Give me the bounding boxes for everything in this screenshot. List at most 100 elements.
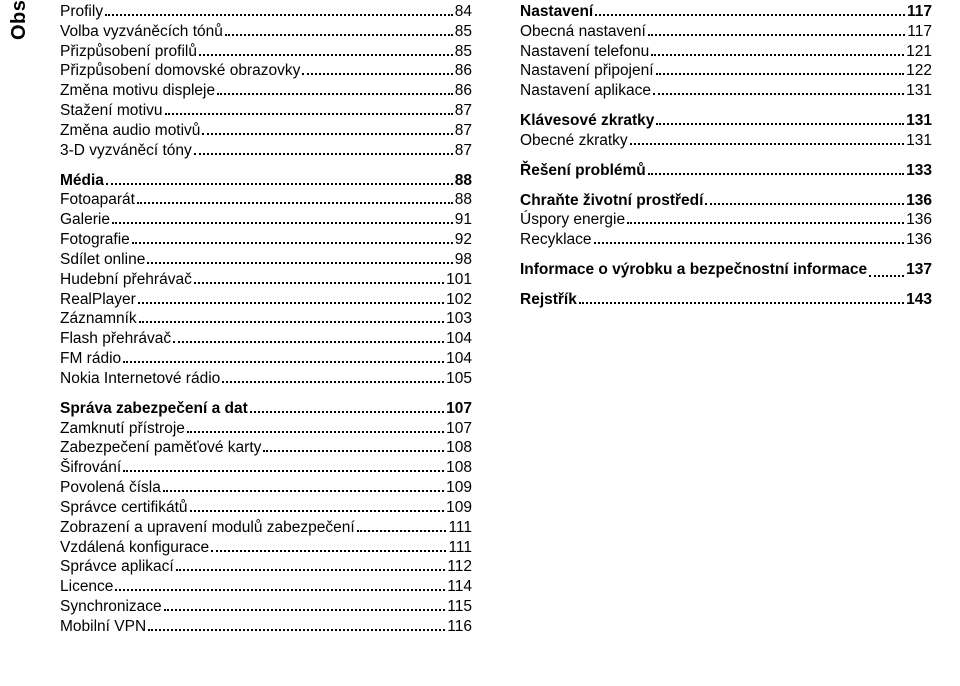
toc-entry-label: Mobilní VPN	[60, 617, 146, 637]
dot-leader	[357, 530, 447, 532]
toc-entry-row: Fotoaparát88	[60, 190, 472, 210]
toc-entry-row: Správce aplikací112	[60, 557, 472, 577]
toc-entry-row: Licence114	[60, 577, 472, 597]
toc-entry-page: 86	[455, 61, 472, 81]
dot-leader	[176, 569, 446, 571]
dot-leader	[139, 321, 444, 323]
dot-leader	[627, 222, 904, 224]
dot-leader	[106, 183, 453, 185]
dot-leader	[123, 361, 444, 363]
toc-section-row: Chraňte životní prostředí136	[520, 191, 932, 211]
toc-entry-label: Obecné zkratky	[520, 131, 628, 151]
toc-entry-row: Zabezpečení paměťové karty 108	[60, 438, 472, 458]
dot-leader	[148, 629, 445, 631]
toc-entry-label: Přizpůsobení domovské obrazovky	[60, 61, 300, 81]
toc-entry-label: Nastavení připojení	[520, 61, 654, 81]
dot-leader	[217, 93, 453, 95]
dot-leader	[147, 262, 452, 264]
dot-leader	[250, 411, 444, 413]
dot-leader	[105, 14, 453, 16]
dot-leader	[194, 282, 444, 284]
dot-leader	[173, 341, 444, 343]
toc-entry-row: Přizpůsobení profilů85	[60, 42, 472, 62]
toc-entry-row: Přizpůsobení domovské obrazovky 86	[60, 61, 472, 81]
toc-entry-label: Fotoaparát	[60, 190, 135, 210]
dot-leader	[211, 550, 446, 552]
toc-page: Obsah Profily84Volba vyzváněcích tónů85P…	[0, 0, 960, 637]
toc-entry-row: Volba vyzváněcích tónů85	[60, 22, 472, 42]
dot-leader	[705, 203, 904, 205]
toc-entry-row: Povolená čísla109	[60, 478, 472, 498]
toc-entry-label: RealPlayer	[60, 290, 136, 310]
toc-entry-page: 102	[446, 290, 472, 310]
toc-entry-page: 92	[455, 230, 472, 250]
toc-entry-row: Nastavení telefonu121	[520, 42, 932, 62]
toc-section-row: Řešení problémů133	[520, 161, 932, 181]
toc-entry-label: Šifrování	[60, 458, 121, 478]
toc-entry-page: 108	[446, 438, 472, 458]
toc-section-row: Nastavení117	[520, 2, 932, 22]
toc-entry-page: 136	[906, 191, 932, 211]
toc-entry-row: Správce certifikátů 109	[60, 498, 472, 518]
toc-entry-page: 109	[446, 498, 472, 518]
toc-entry-label: Přizpůsobení profilů	[60, 42, 197, 62]
toc-entry-row: Změna audio motivů 87	[60, 121, 472, 141]
dot-leader	[263, 450, 444, 452]
toc-entry-page: 108	[446, 458, 472, 478]
toc-entry-label: Profily	[60, 2, 103, 22]
toc-column-right: Nastavení117Obecná nastavení117Nastavení…	[496, 2, 932, 637]
toc-entry-row: 3-D vyzváněcí tóny87	[60, 141, 472, 161]
dot-leader	[594, 242, 905, 244]
toc-entry-row: Nastavení připojení 122	[520, 61, 932, 81]
toc-entry-label: Změna motivu displeje	[60, 81, 215, 101]
toc-entry-page: 116	[447, 617, 472, 637]
toc-entry-row: Šifrování 108	[60, 458, 472, 478]
toc-entry-page: 131	[906, 131, 932, 151]
toc-entry-row: Galerie91	[60, 210, 472, 230]
toc-entry-row: Hudební přehrávač101	[60, 270, 472, 290]
toc-section-row: Rejstřík143	[520, 290, 932, 310]
toc-entry-page: 122	[906, 61, 932, 81]
toc-entry-row: Flash přehrávač104	[60, 329, 472, 349]
dot-leader	[653, 93, 904, 95]
dot-leader	[163, 490, 444, 492]
toc-entry-page: 91	[455, 210, 472, 230]
toc-entry-row: Profily84	[60, 2, 472, 22]
dot-leader	[194, 153, 453, 155]
toc-entry-row: RealPlayer 102	[60, 290, 472, 310]
toc-entry-row: Zobrazení a upravení modulů zabezpečení1…	[60, 518, 472, 538]
dot-leader	[630, 143, 904, 145]
toc-entry-label: Fotografie	[60, 230, 130, 250]
toc-section-row: Klávesové zkratky131	[520, 111, 932, 131]
toc-entry-label: Změna audio motivů	[60, 121, 200, 141]
toc-entry-label: Recyklace	[520, 230, 592, 250]
toc-entry-page: 112	[447, 557, 472, 577]
dot-leader	[202, 133, 452, 135]
toc-entry-label: Synchronizace	[60, 597, 162, 617]
toc-entry-label: Stažení motivu	[60, 101, 163, 121]
toc-entry-label: Zabezpečení paměťové karty	[60, 438, 261, 458]
toc-entry-row: Změna motivu displeje86	[60, 81, 472, 101]
toc-entry-row: Zamknutí přístroje 107	[60, 419, 472, 439]
toc-section-row: Média88	[60, 171, 472, 191]
toc-entry-page: 101	[446, 270, 472, 290]
toc-entry-label: Správce certifikátů	[60, 498, 188, 518]
toc-entry-row: Nastavení aplikace 131	[520, 81, 932, 101]
toc-entry-label: Zamknutí přístroje	[60, 419, 185, 439]
toc-entry-page: 131	[906, 81, 932, 101]
toc-entry-label: Nastavení aplikace	[520, 81, 651, 101]
toc-entry-page: 121	[906, 42, 932, 62]
toc-entry-page: 87	[455, 141, 472, 161]
toc-entry-page: 111	[448, 538, 472, 558]
toc-entry-row: Sdílet online98	[60, 250, 472, 270]
side-label-obsah: Obsah	[8, 0, 31, 40]
toc-entry-page: 115	[447, 597, 472, 617]
toc-entry-page: 87	[455, 121, 472, 141]
toc-entry-page: 107	[446, 419, 472, 439]
toc-section-row: Správa zabezpečení a dat107	[60, 399, 472, 419]
dot-leader	[123, 470, 444, 472]
dot-leader	[656, 123, 904, 125]
toc-entry-label: Zobrazení a upravení modulů zabezpečení	[60, 518, 355, 538]
dot-leader	[132, 242, 453, 244]
toc-entry-row: Úspory energie136	[520, 210, 932, 230]
